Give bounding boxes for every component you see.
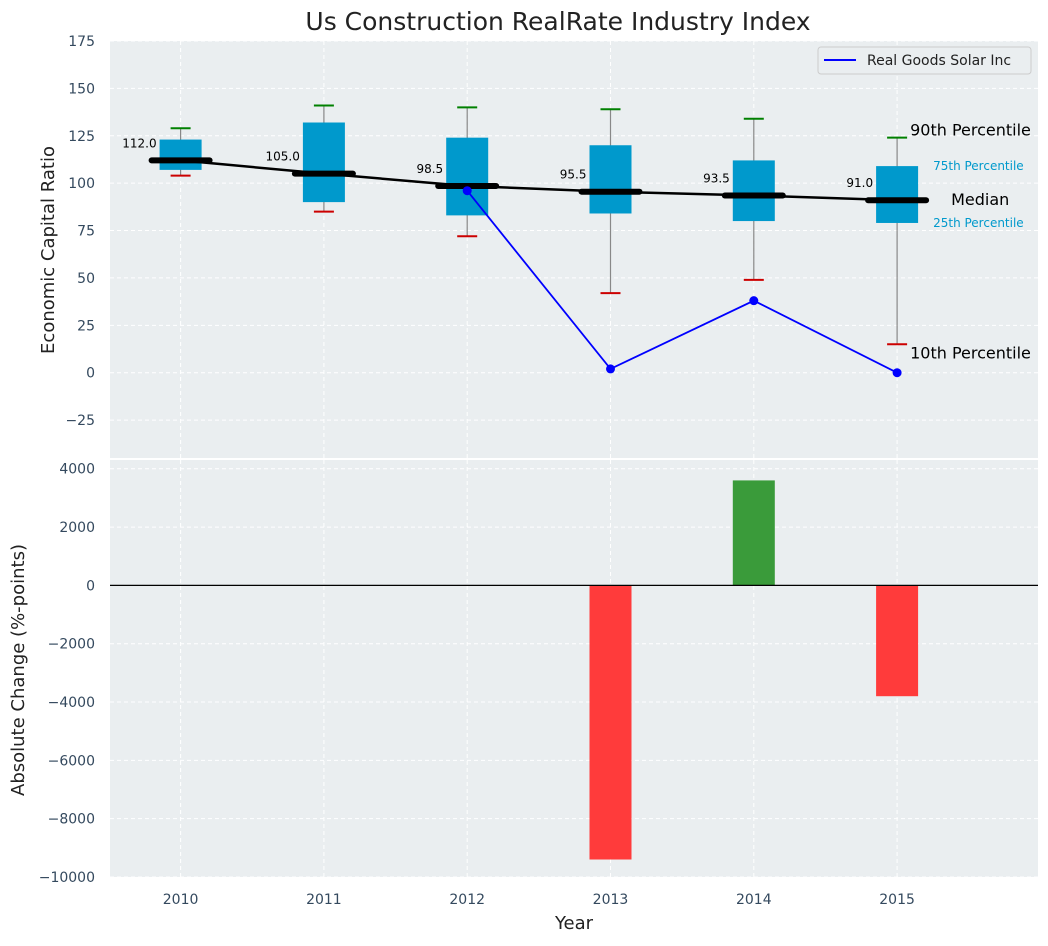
median-value-label: 98.5 xyxy=(416,162,443,176)
x-tick-label: 2012 xyxy=(449,892,485,908)
company-point xyxy=(462,186,472,196)
company-point xyxy=(749,296,759,306)
y-tick-label: 125 xyxy=(68,129,95,145)
y-tick-label: 0 xyxy=(86,366,95,382)
change-bar xyxy=(589,585,632,860)
x-axis-label: Year xyxy=(554,913,594,934)
y-tick-label: −2000 xyxy=(48,637,95,653)
x-tick-labels: 2010 2011 2012 2013 2014 2015 xyxy=(163,892,915,908)
iqr-box xyxy=(732,160,775,222)
median-annotation: Median xyxy=(951,190,1009,209)
p90-annotation: 90th Percentile xyxy=(910,121,1031,140)
iqr-box xyxy=(876,166,919,223)
company-series xyxy=(462,186,902,378)
p10-annotation: 10th Percentile xyxy=(910,343,1031,362)
median-value-label: 91.0 xyxy=(846,176,873,190)
change-bar xyxy=(876,585,919,697)
y-tick-label: −8000 xyxy=(48,812,95,828)
median-value-label: 93.5 xyxy=(703,171,730,185)
company-point xyxy=(892,368,902,378)
bottom-y-axis-label: Absolute Change (%-points) xyxy=(8,544,29,796)
y-tick-label: 75 xyxy=(77,224,95,240)
company-point xyxy=(606,364,615,374)
y-tick-label: 50 xyxy=(77,271,95,287)
median-value-label: 105.0 xyxy=(266,150,300,164)
percentile-annotations: 90th Percentile 75th Percentile Median 25th… xyxy=(910,121,1031,363)
bottom-y-tick-labels: −10000 −8000 −6000 −4000 −2000 0 2000 4000 xyxy=(39,462,95,886)
x-tick-label: 2014 xyxy=(736,892,772,908)
legend-box xyxy=(817,46,1032,75)
top-gridlines xyxy=(110,40,1038,458)
p75-annotation: 75th Percentile xyxy=(933,159,1024,173)
x-tick-label: 2011 xyxy=(306,892,342,908)
iqr-box xyxy=(159,139,202,170)
change-bar xyxy=(732,480,775,586)
y-tick-label: 2000 xyxy=(59,520,95,536)
y-tick-label: 100 xyxy=(68,176,95,192)
x-tick-label: 2010 xyxy=(163,892,199,908)
y-tick-label: 175 xyxy=(68,34,95,50)
y-tick-label: 25 xyxy=(77,318,95,334)
x-tick-label: 2013 xyxy=(593,892,629,908)
median-value-label: 112.0 xyxy=(122,136,156,150)
legend: Real Goods Solar Inc xyxy=(817,46,1032,75)
top-y-tick-labels: −25 0 25 50 75 100 125 150 175 xyxy=(65,34,95,429)
median-value-labels: 112.0 105.0 98.5 95.5 93.5 91.0 xyxy=(122,136,873,190)
y-tick-label: −6000 xyxy=(48,753,95,769)
median-value-label: 95.5 xyxy=(560,168,587,182)
y-tick-label: −25 xyxy=(65,413,95,429)
change-bars xyxy=(110,480,1038,860)
y-tick-label: 150 xyxy=(68,81,95,97)
y-tick-label: 0 xyxy=(86,578,95,594)
company-line xyxy=(466,190,898,374)
x-tick-label: 2015 xyxy=(879,892,915,908)
y-tick-label: −4000 xyxy=(48,695,95,711)
y-tick-label: −10000 xyxy=(39,870,95,886)
chart-title: Us Construction RealRate Industry Index xyxy=(305,7,810,36)
y-tick-label: 4000 xyxy=(59,462,95,478)
legend-label: Real Goods Solar Inc xyxy=(867,53,1011,69)
iqr-box xyxy=(302,122,345,203)
iqr-box xyxy=(446,137,489,216)
median-trend-line xyxy=(180,159,898,202)
p25-annotation: 25th Percentile xyxy=(933,216,1024,230)
top-y-axis-label: Economic Capital Ratio xyxy=(38,146,59,354)
top-panel-bg xyxy=(110,41,1038,458)
median-trend-path xyxy=(180,159,898,202)
iqr-box xyxy=(589,145,632,214)
